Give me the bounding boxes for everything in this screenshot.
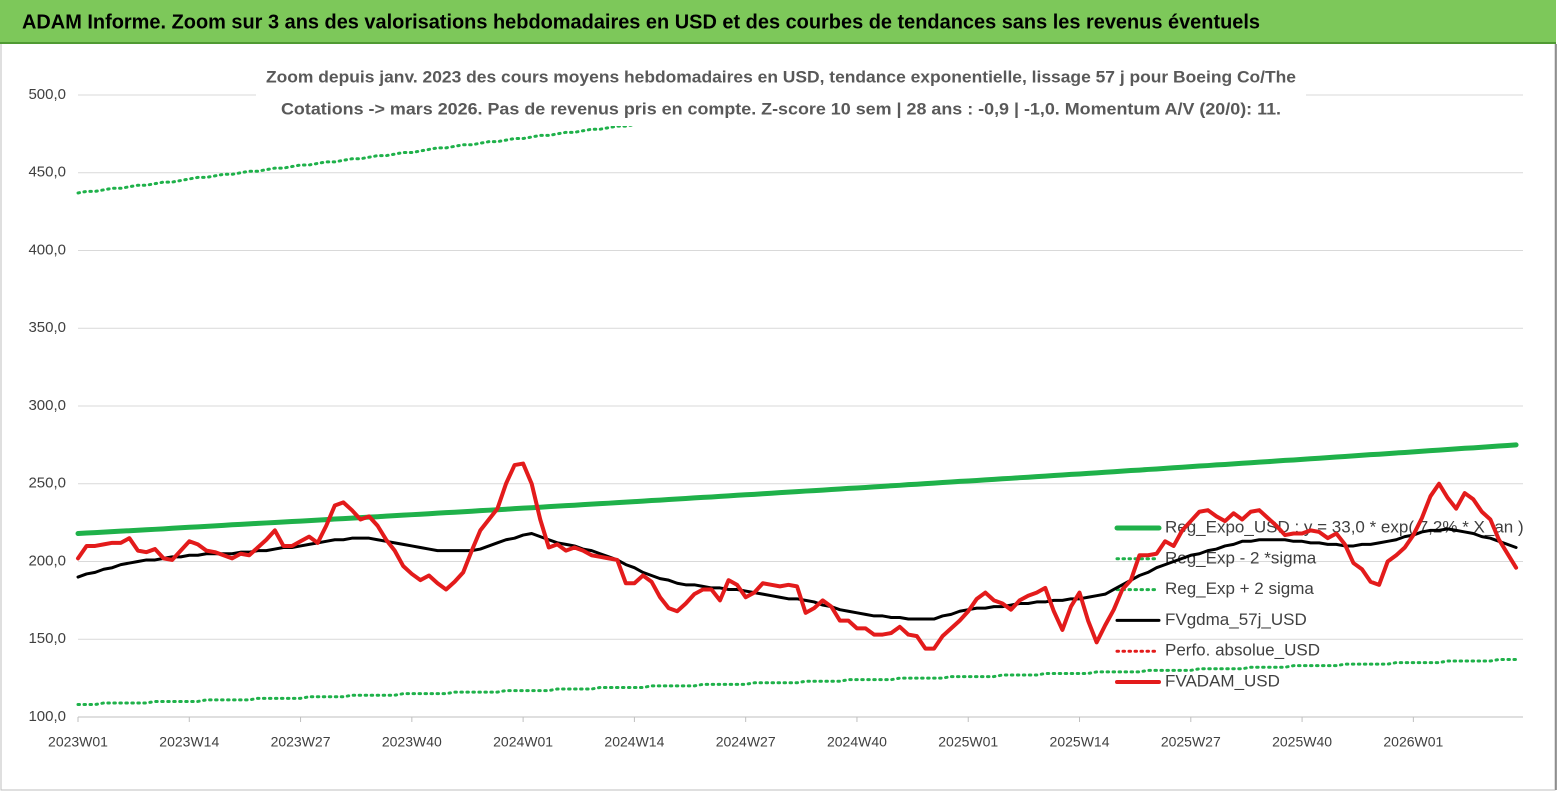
x-tick-label: 2026W01 (1383, 734, 1443, 750)
legend-label: Perfo. absolue_USD (1165, 641, 1320, 660)
subtitle: Zoom depuis janv. 2023 des cours moyens … (266, 67, 1296, 86)
subtitle-box (256, 62, 1306, 126)
x-tick-label: 2024W14 (604, 734, 664, 750)
y-tick-label: 250,0 (28, 475, 66, 492)
x-tick-label: 2025W27 (1161, 734, 1221, 750)
x-tick-label: 2024W01 (493, 734, 553, 750)
x-tick-label: 2025W40 (1272, 734, 1332, 750)
y-tick-label: 200,0 (28, 552, 66, 569)
series-line (75, 442, 1519, 537)
x-tick-label: 2023W40 (382, 734, 442, 750)
chart-title: ADAM Informe. Zoom sur 3 ans des valoris… (22, 11, 1260, 33)
y-tick-label: 450,0 (28, 164, 66, 181)
x-tick-label: 2023W01 (48, 734, 108, 750)
series-line (76, 657, 1518, 707)
header-bar (0, 0, 1556, 42)
series-line (76, 461, 1519, 651)
legend-label: FVgdma_57j_USD (1165, 610, 1307, 629)
y-tick-label: 400,0 (28, 241, 66, 258)
subtitle: Cotations -> mars 2026. Pas de revenus p… (281, 99, 1281, 118)
x-tick-label: 2025W01 (938, 734, 998, 750)
y-tick-label: 500,0 (28, 86, 66, 103)
x-tick-label: 2024W27 (716, 734, 776, 750)
y-tick-label: 100,0 (28, 708, 66, 725)
y-tick-label: 350,0 (28, 319, 66, 336)
grid: 100,0 150,0 200,0 250,0 300,0 350,0 400,0 450,0… (28, 86, 1523, 750)
y-tick-label: 300,0 (28, 397, 66, 414)
x-tick-label: 2023W27 (271, 734, 331, 750)
x-tick-label: 2025W14 (1050, 734, 1110, 750)
x-tick-label: 2024W40 (827, 734, 887, 750)
x-tick-label: 2023W14 (159, 734, 219, 750)
y-tick-label: 150,0 (28, 630, 66, 647)
legend-label: FVADAM_USD (1165, 671, 1280, 690)
legend-label: Reg_Exp + 2 sigma (1165, 579, 1314, 598)
